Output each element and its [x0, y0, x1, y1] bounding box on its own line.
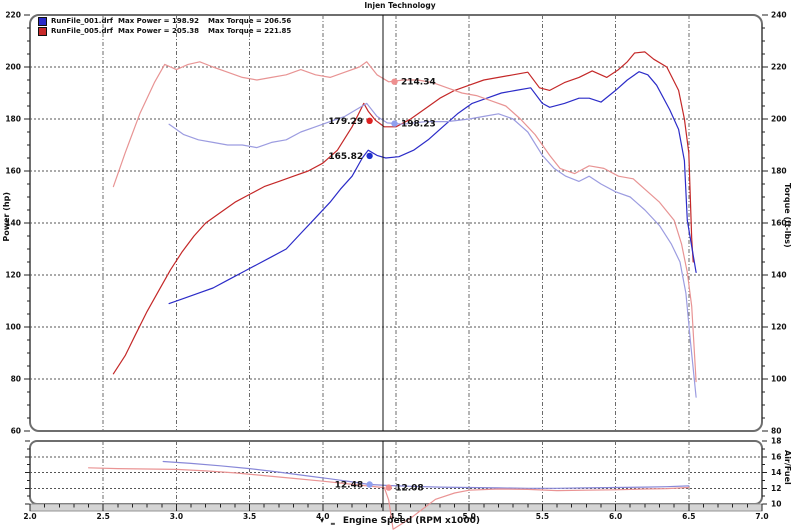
rpm-tick-label: 2.5	[97, 512, 110, 521]
power-tick-label: 80	[11, 375, 21, 384]
airfuel-tick-label: 16	[771, 452, 781, 461]
rpm-tick-label: 5.5	[536, 512, 549, 521]
torque-tick-label: 220	[771, 63, 787, 72]
airfuel-tick-label: 10	[771, 500, 781, 509]
power-axis-title: Power (hp)	[2, 192, 11, 242]
rpm-tick-label: 4.0	[316, 512, 329, 521]
rpm-tick-label: 5.0	[463, 512, 476, 521]
power-tick-label: 160	[5, 167, 21, 176]
legend-swatch-red-icon	[38, 26, 47, 36]
cursor-marker-label: 214.34	[401, 78, 436, 88]
curve-runfile-001-torque	[168, 102, 697, 398]
cursor-marker-dot[interactable]	[385, 484, 392, 491]
rpm-axis-title: ▾ ‗ Engine Speed (RPM x1000)	[0, 516, 800, 526]
torque-tick-label: 80	[771, 427, 781, 436]
cursor-marker-dot[interactable]	[366, 481, 373, 488]
cursor-marker-label: 179.29	[328, 117, 363, 127]
cursor-marker-label: 198.23	[401, 120, 436, 130]
legend-run-1: RunFile_001.drf Max Power = 198.92 Max T…	[38, 16, 291, 26]
legend-file-name: RunFile_001.drf	[51, 17, 113, 25]
airfuel-tick-label: 12	[771, 484, 781, 493]
cursor-marker-dot[interactable]	[366, 152, 373, 160]
legend-file-name: RunFile_005.drf	[51, 27, 113, 35]
rpm-tick-label: 2.0	[23, 512, 36, 521]
torque-tick-label: 240	[771, 11, 787, 20]
rpm-axis-title-text: Engine Speed (RPM x1000)	[342, 516, 480, 526]
rpm-tick-label: 4.5	[389, 512, 402, 521]
power-tick-label: 200	[5, 63, 21, 72]
rpm-tick-label: 3.0	[170, 512, 183, 521]
legend-max-torque: Max Torque = 221.85	[208, 27, 292, 35]
legend-max-power: Max Power = 198.92	[118, 17, 199, 25]
torque-tick-label: 120	[771, 323, 787, 332]
airfuel-tick-label: 18	[771, 437, 781, 446]
airfuel-axis-title: Air/Fuel	[783, 450, 792, 485]
legend: RunFile_001.drf Max Power = 198.92 Max T…	[38, 16, 291, 36]
rpm-tick-label: 6.0	[609, 512, 622, 521]
power-tick-label: 140	[5, 219, 21, 228]
airfuel-tick-label: 14	[771, 468, 781, 477]
curve-runfile-001-power	[168, 71, 697, 305]
power-tick-label: 220	[5, 11, 21, 20]
power-tick-label: 60	[11, 427, 21, 436]
curve-runfile-005-air-fuel	[87, 467, 690, 530]
power-tick-label: 100	[5, 323, 21, 332]
power-tick-label: 120	[5, 271, 21, 280]
cursor-marker-label: 12.08	[395, 484, 423, 494]
cursor-marker-dot[interactable]	[391, 78, 398, 85]
chart-title: Injen Technology	[364, 1, 436, 10]
torque-axis-title: Torque (ft-lbs)	[783, 183, 792, 248]
torque-tick-label: 100	[771, 375, 787, 384]
curve-runfile-005-torque	[112, 61, 697, 383]
legend-max-power: Max Power = 205.38	[118, 27, 199, 35]
cursor-marker-dot[interactable]	[391, 120, 398, 127]
torque-tick-label: 140	[771, 271, 787, 280]
rpm-tick-label: 3.5	[243, 512, 256, 521]
curve-runfile-005-power	[112, 51, 694, 375]
curve-runfile-001-air-fuel	[162, 460, 690, 489]
rpm-tick-label: 6.5	[682, 512, 695, 521]
legend-max-torque: Max Torque = 206.56	[208, 17, 292, 25]
torque-tick-label: 180	[771, 167, 787, 176]
torque-tick-label: 160	[771, 219, 787, 228]
legend-swatch-blue-icon	[38, 16, 47, 26]
legend-run-2: RunFile_005.drf Max Power = 205.38 Max T…	[38, 26, 291, 36]
cursor-marker-dot[interactable]	[366, 117, 373, 125]
rpm-tick-label: 7.0	[755, 512, 768, 521]
power-tick-label: 180	[5, 115, 21, 124]
collapse-arrow-icon[interactable]: ▾ ‗	[320, 516, 337, 525]
torque-tick-label: 200	[771, 115, 787, 124]
cursor-marker-label: 12.48	[335, 481, 363, 491]
cursor-marker-label: 165.82	[328, 152, 363, 162]
